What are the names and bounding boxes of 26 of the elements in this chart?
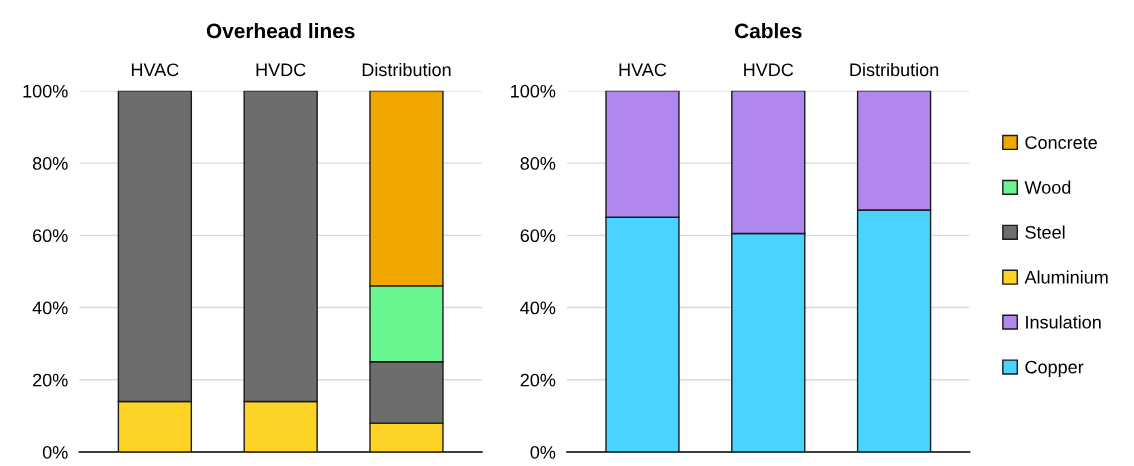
x-tick-label: HVDC [744,63,794,77]
y-tick-label: 60% [33,229,68,243]
y-tick-label: 40% [32,301,68,315]
y-tick-label: 0% [42,445,68,459]
chart-title: Overhead lines [206,22,355,39]
chart-title: Cables [734,22,802,39]
y-tick-label: 100% [511,84,556,98]
y-tick-label: 100% [23,84,68,98]
legend-label: Aluminium [1024,270,1108,284]
y-tick-label: 80% [32,157,68,170]
x-tick-label: Distribution [850,62,939,77]
x-tick-label: HVAC [131,63,179,77]
y-tick-label: 40% [520,301,556,315]
legend-label: Insulation [1026,315,1101,329]
y-tick-label: 20% [33,373,68,387]
y-tick-label: 60% [520,229,556,243]
legend-label: Steel [1025,225,1065,239]
x-tick-label: HVAC [619,63,667,77]
legend-label: Wood [1024,180,1071,194]
y-tick-label: 0% [530,445,556,459]
x-tick-label: Distribution [362,62,451,77]
y-tick-label: 80% [520,157,556,170]
y-tick-label: 20% [520,373,556,387]
legend-label: Copper [1025,360,1084,378]
legend-label: Concrete [1025,136,1097,149]
x-tick-label: HVDC [256,63,306,77]
